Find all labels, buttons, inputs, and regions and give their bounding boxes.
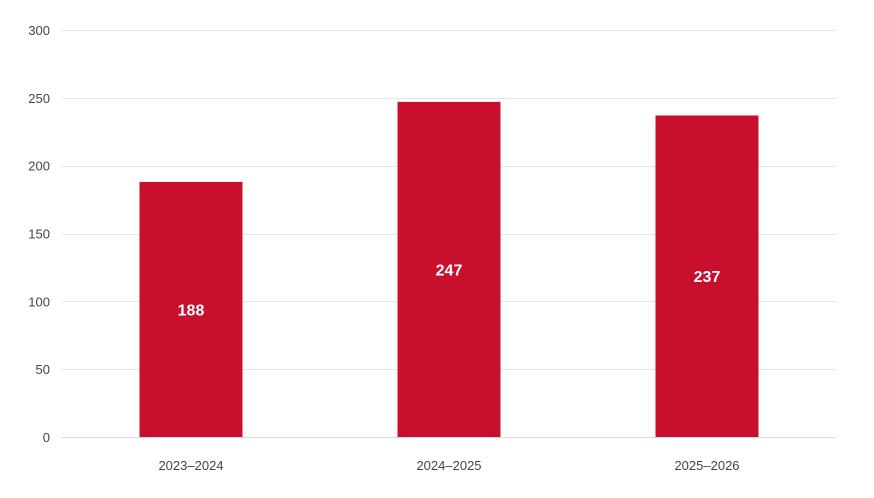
y-tick-label: 100 bbox=[28, 294, 50, 309]
bar-2025–2026 bbox=[655, 115, 759, 437]
x-tick-label: 2024–2025 bbox=[416, 458, 481, 473]
bar-value-label: 247 bbox=[436, 262, 463, 279]
bar-value-label: 237 bbox=[694, 269, 721, 286]
y-tick-label: 300 bbox=[28, 23, 50, 38]
x-axis-ticks: 2023–2024 2024–2025 2025–2026 bbox=[158, 458, 739, 473]
y-tick-label: 200 bbox=[28, 159, 50, 174]
y-tick-label: 50 bbox=[36, 362, 50, 377]
y-axis-ticks: 0 50 100 150 200 250 300 bbox=[28, 23, 50, 445]
x-tick-label: 2023–2024 bbox=[158, 458, 223, 473]
bar-2024–2025 bbox=[397, 101, 501, 438]
x-tick-label: 2025–2026 bbox=[674, 458, 739, 473]
bars bbox=[139, 101, 759, 438]
data-labels: 188 247 237 bbox=[178, 262, 721, 319]
y-tick-label: 250 bbox=[28, 91, 50, 106]
bar-value-label: 188 bbox=[178, 302, 205, 319]
y-tick-label: 0 bbox=[43, 430, 50, 445]
y-tick-label: 150 bbox=[28, 227, 50, 242]
bar-2023–2024 bbox=[139, 181, 243, 437]
